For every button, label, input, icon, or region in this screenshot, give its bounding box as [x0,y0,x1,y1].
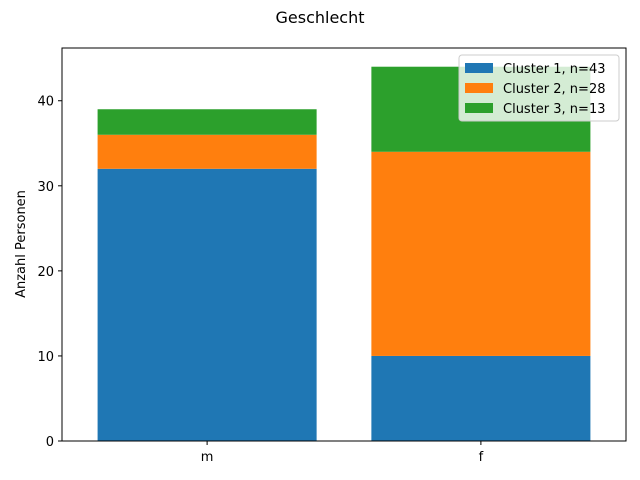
legend: Cluster 1, n=43 Cluster 2, n=28 Cluster 3,… [458,54,620,122]
chart-title: Geschlecht [275,8,364,27]
y-tick-label-10: 10 [37,350,54,365]
bar-m-series-3 [97,109,317,135]
bars [97,66,591,441]
legend-box [458,54,620,122]
y-tick-label-20: 20 [37,265,54,280]
bar-m-series-2 [97,134,317,169]
x-tick-label-m: m [201,450,214,465]
y-tick-label-0: 0 [46,435,54,450]
axes: 0 10 20 30 40 m f [37,47,627,465]
legend-label-1: Cluster 1, n=43 [503,62,605,77]
legend-label-2: Cluster 2, n=28 [503,82,605,97]
bar-m-series-1 [97,168,317,441]
legend-label-3: Cluster 3, n=13 [503,102,605,117]
y-axis-label: Anzahl Personen [14,190,29,298]
y-tick-label-40: 40 [37,95,54,110]
y-tick-label-30: 30 [37,180,54,195]
bar-f-series-2 [371,151,591,356]
legend-swatch-1 [465,63,493,73]
x-tick-label-f: f [479,450,484,465]
legend-swatch-2 [465,83,493,93]
bar-f-series-1 [371,355,591,441]
plot-frame [61,47,627,442]
legend-swatch-3 [465,103,493,113]
